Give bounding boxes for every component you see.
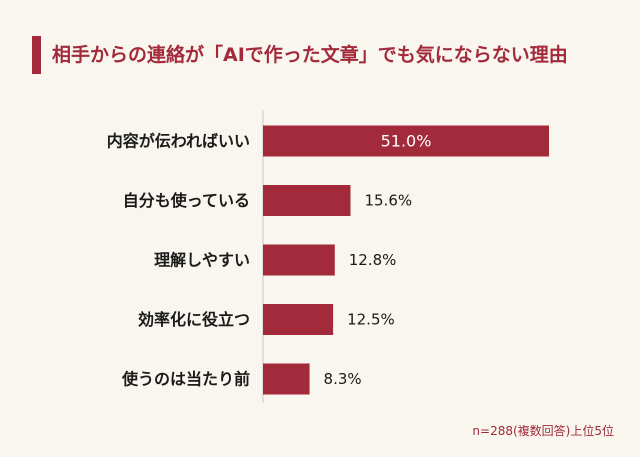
category-label: 自分も使っている xyxy=(123,191,250,210)
bar xyxy=(263,244,335,276)
bars-group: 内容が伝わればいい 51.0% 自分も使っている 15.6% 理解しやすい 12.8% 効率… xyxy=(107,125,549,395)
value-label: 51.0% xyxy=(381,132,432,151)
title-accent-bar xyxy=(32,36,41,74)
category-label: 理解しやすい xyxy=(154,251,250,270)
bar xyxy=(263,125,549,157)
bar xyxy=(263,363,310,395)
bar xyxy=(263,185,351,216)
value-label: 15.6% xyxy=(364,192,412,210)
category-label: 効率化に役立つ xyxy=(138,310,250,329)
value-label: 12.5% xyxy=(347,311,395,329)
category-label: 使うのは当たり前 xyxy=(121,370,250,389)
category-label: 内容が伝わればいい xyxy=(107,132,250,151)
value-label: 12.8% xyxy=(349,251,397,269)
bar xyxy=(263,304,334,335)
chart-title: 相手からの連絡が「AIで作った文章」でも気にならない理由 xyxy=(52,44,568,66)
value-label: 8.3% xyxy=(324,370,362,388)
sample-size-note: n=288(複数回答)上位5位 xyxy=(472,424,614,438)
